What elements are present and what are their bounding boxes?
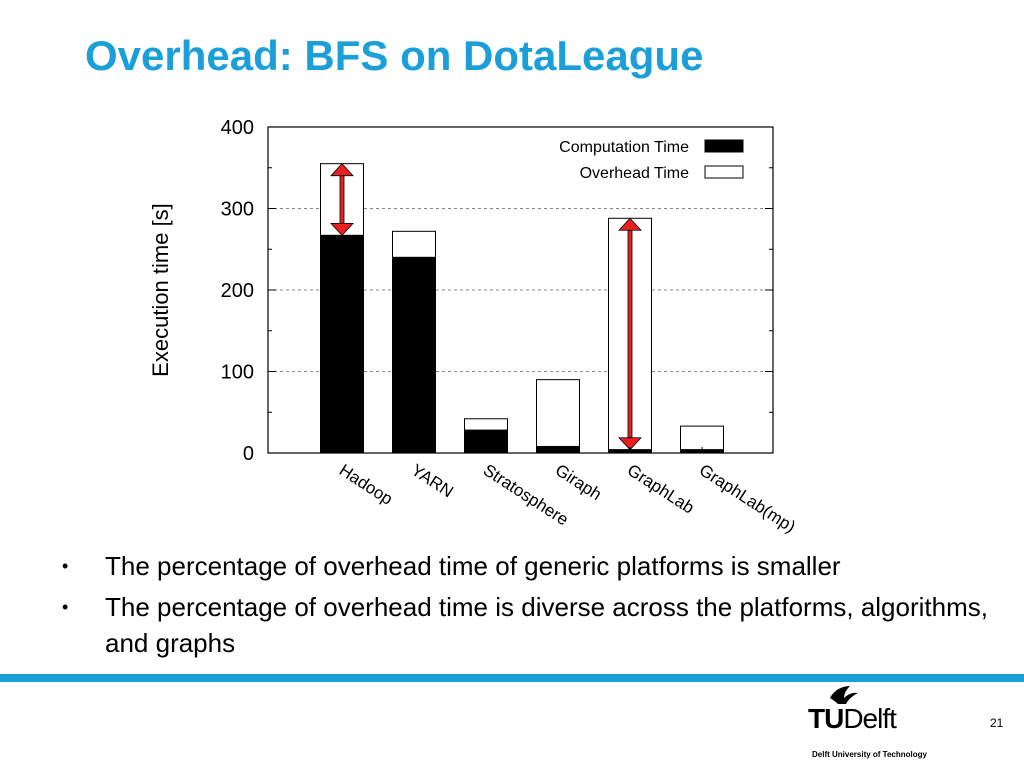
y-tick-label: 400	[221, 117, 254, 139]
logo-caption: Delft University of Technology	[812, 750, 927, 759]
legend-swatch	[704, 165, 744, 179]
arrow-shaft	[627, 229, 633, 439]
bullet-text: The percentage of overhead time of gener…	[105, 551, 841, 581]
x-tick-label: YARN	[408, 460, 457, 501]
logo-wordmark: TUDelft	[808, 703, 897, 735]
x-tick-label: Giraph	[552, 460, 605, 504]
double-arrow-annotation	[618, 217, 642, 451]
y-tick-label: 100	[221, 362, 254, 384]
computation-bar	[392, 256, 436, 454]
arrows-layer	[330, 163, 642, 451]
bullet-text: The percentage of overhead time is diver…	[105, 592, 988, 658]
bullet-dot: •	[62, 556, 69, 576]
double-arrow-annotation	[330, 163, 354, 236]
logo-tu: TU	[808, 703, 844, 734]
bullet-item: • The percentage of overhead time of gen…	[62, 548, 1012, 584]
overhead-bar	[536, 379, 580, 447]
x-tick-label: Hadoop	[336, 460, 396, 508]
footer-bar	[0, 674, 1024, 682]
arrow-head-up	[618, 217, 642, 231]
y-tick-label: 300	[221, 199, 254, 221]
y-tick-label: 200	[221, 280, 254, 302]
x-tick-label: GraphLab	[624, 460, 698, 517]
legend: Computation Time Overhead Time	[559, 139, 744, 182]
y-tick-label: 0	[243, 443, 254, 465]
bars-layer	[320, 163, 724, 454]
legend-entry: Overhead Time	[580, 165, 744, 182]
computation-bar	[320, 234, 364, 454]
arrow-head-down	[330, 222, 354, 236]
page-number: 21	[990, 716, 1004, 730]
logo-delft: Delft	[843, 703, 897, 734]
slide-title: Overhead: BFS on DotaLeague	[85, 32, 704, 79]
overhead-bar	[680, 425, 724, 451]
legend-entry: Computation Time	[559, 139, 744, 156]
bullet-dot: •	[62, 597, 69, 617]
arrow-shaft	[339, 175, 345, 224]
bullet-list: • The percentage of overhead time of gen…	[62, 548, 1012, 666]
legend-label: Computation Time	[559, 139, 689, 156]
legend-label: Overhead Time	[580, 165, 689, 182]
arrow-head-down	[618, 437, 642, 451]
tu-delft-logo-icon	[830, 686, 858, 704]
y-axis-label: Execution time [s]	[148, 203, 173, 377]
bullet-item: • The percentage of overhead time is div…	[62, 589, 1012, 661]
legend-swatch	[704, 139, 744, 153]
x-tick-label: GraphLab(mp)	[696, 460, 799, 536]
overhead-bar	[464, 418, 508, 431]
arrow-head-up	[330, 163, 354, 177]
overhead-bar	[392, 230, 436, 258]
